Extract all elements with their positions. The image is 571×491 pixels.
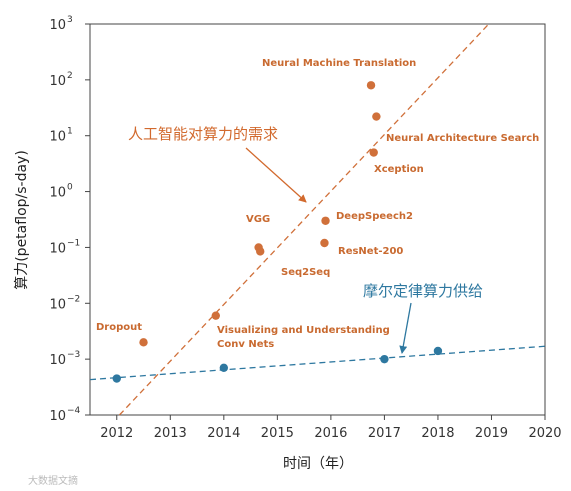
- data-point: [433, 346, 443, 356]
- y-tick-exponent: −2: [67, 294, 80, 304]
- point-label: Conv Nets: [217, 339, 274, 350]
- y-tick-exponent: 3: [67, 15, 73, 25]
- demand-arrow: [245, 147, 307, 203]
- point-label: ResNet-200: [338, 246, 403, 257]
- supply-annotation: 摩尔定律算力供给: [363, 282, 483, 300]
- supply-arrow: [399, 302, 412, 354]
- y-tick-label: 10: [49, 409, 66, 424]
- point-labels: Dropout Visualizing and Understanding Conv…: [96, 58, 539, 350]
- data-point: [139, 338, 148, 347]
- y-tick-label: 10: [49, 18, 66, 33]
- x-tick-label: 2017: [368, 426, 401, 441]
- point-label: VGG: [246, 214, 270, 225]
- point-label: Neural Machine Translation: [262, 58, 416, 69]
- x-tick-label: 2014: [207, 426, 240, 441]
- point-label: Xception: [374, 164, 424, 175]
- y-tick-exponent: −4: [67, 406, 81, 416]
- data-point: [219, 363, 229, 372]
- x-axis-ticks: 2012 2013 2014 2015 2016 2017 2018 2019 2020: [100, 415, 562, 441]
- y-tick-exponent: −1: [67, 238, 80, 248]
- data-point: [380, 354, 389, 364]
- x-tick-label: 2019: [475, 426, 508, 441]
- x-tick-label: 2018: [421, 426, 454, 441]
- x-axis-title: 时间（年）: [283, 456, 353, 472]
- demand-annotation: 人工智能对算力的需求: [128, 125, 278, 143]
- y-tick-exponent: −3: [67, 350, 80, 360]
- x-tick-label: 2020: [528, 426, 561, 441]
- data-point: [211, 311, 220, 320]
- point-label: DeepSpeech2: [336, 211, 413, 222]
- y-tick-exponent: 1: [67, 127, 73, 137]
- data-point: [366, 81, 376, 90]
- point-label: Visualizing and Understanding: [217, 325, 390, 336]
- y-tick-label: 10: [49, 186, 66, 201]
- y-tick-label: 10: [49, 130, 66, 145]
- y-tick-label: 10: [49, 353, 66, 368]
- y-tick-exponent: 0: [67, 183, 73, 193]
- point-label: Neural Architecture Search: [386, 133, 539, 144]
- point-label: Seq2Seq: [281, 267, 330, 278]
- point-label: Dropout: [96, 322, 142, 333]
- data-point: [372, 112, 381, 121]
- x-tick-label: 2012: [100, 426, 133, 441]
- plot-frame: [89, 23, 546, 416]
- y-tick-label: 10: [49, 241, 66, 256]
- data-point: [320, 238, 329, 248]
- y-tick-label: 10: [49, 74, 66, 89]
- y-axis-title: 算力(petaflop/s-day): [14, 150, 30, 290]
- data-point: [369, 148, 378, 157]
- trend-line: [89, 345, 546, 381]
- trend-lines: [89, 23, 546, 416]
- trend-line: [118, 23, 490, 416]
- x-tick-label: 2015: [261, 426, 294, 441]
- data-point: [321, 216, 330, 225]
- y-tick-exponent: 2: [67, 71, 73, 81]
- data-points: [112, 81, 443, 383]
- x-tick-label: 2016: [314, 426, 347, 441]
- data-point: [256, 247, 265, 256]
- y-tick-label: 10: [49, 297, 66, 312]
- watermark-text: 大数据文摘: [28, 474, 78, 487]
- data-point: [112, 374, 121, 383]
- x-tick-label: 2013: [154, 426, 187, 441]
